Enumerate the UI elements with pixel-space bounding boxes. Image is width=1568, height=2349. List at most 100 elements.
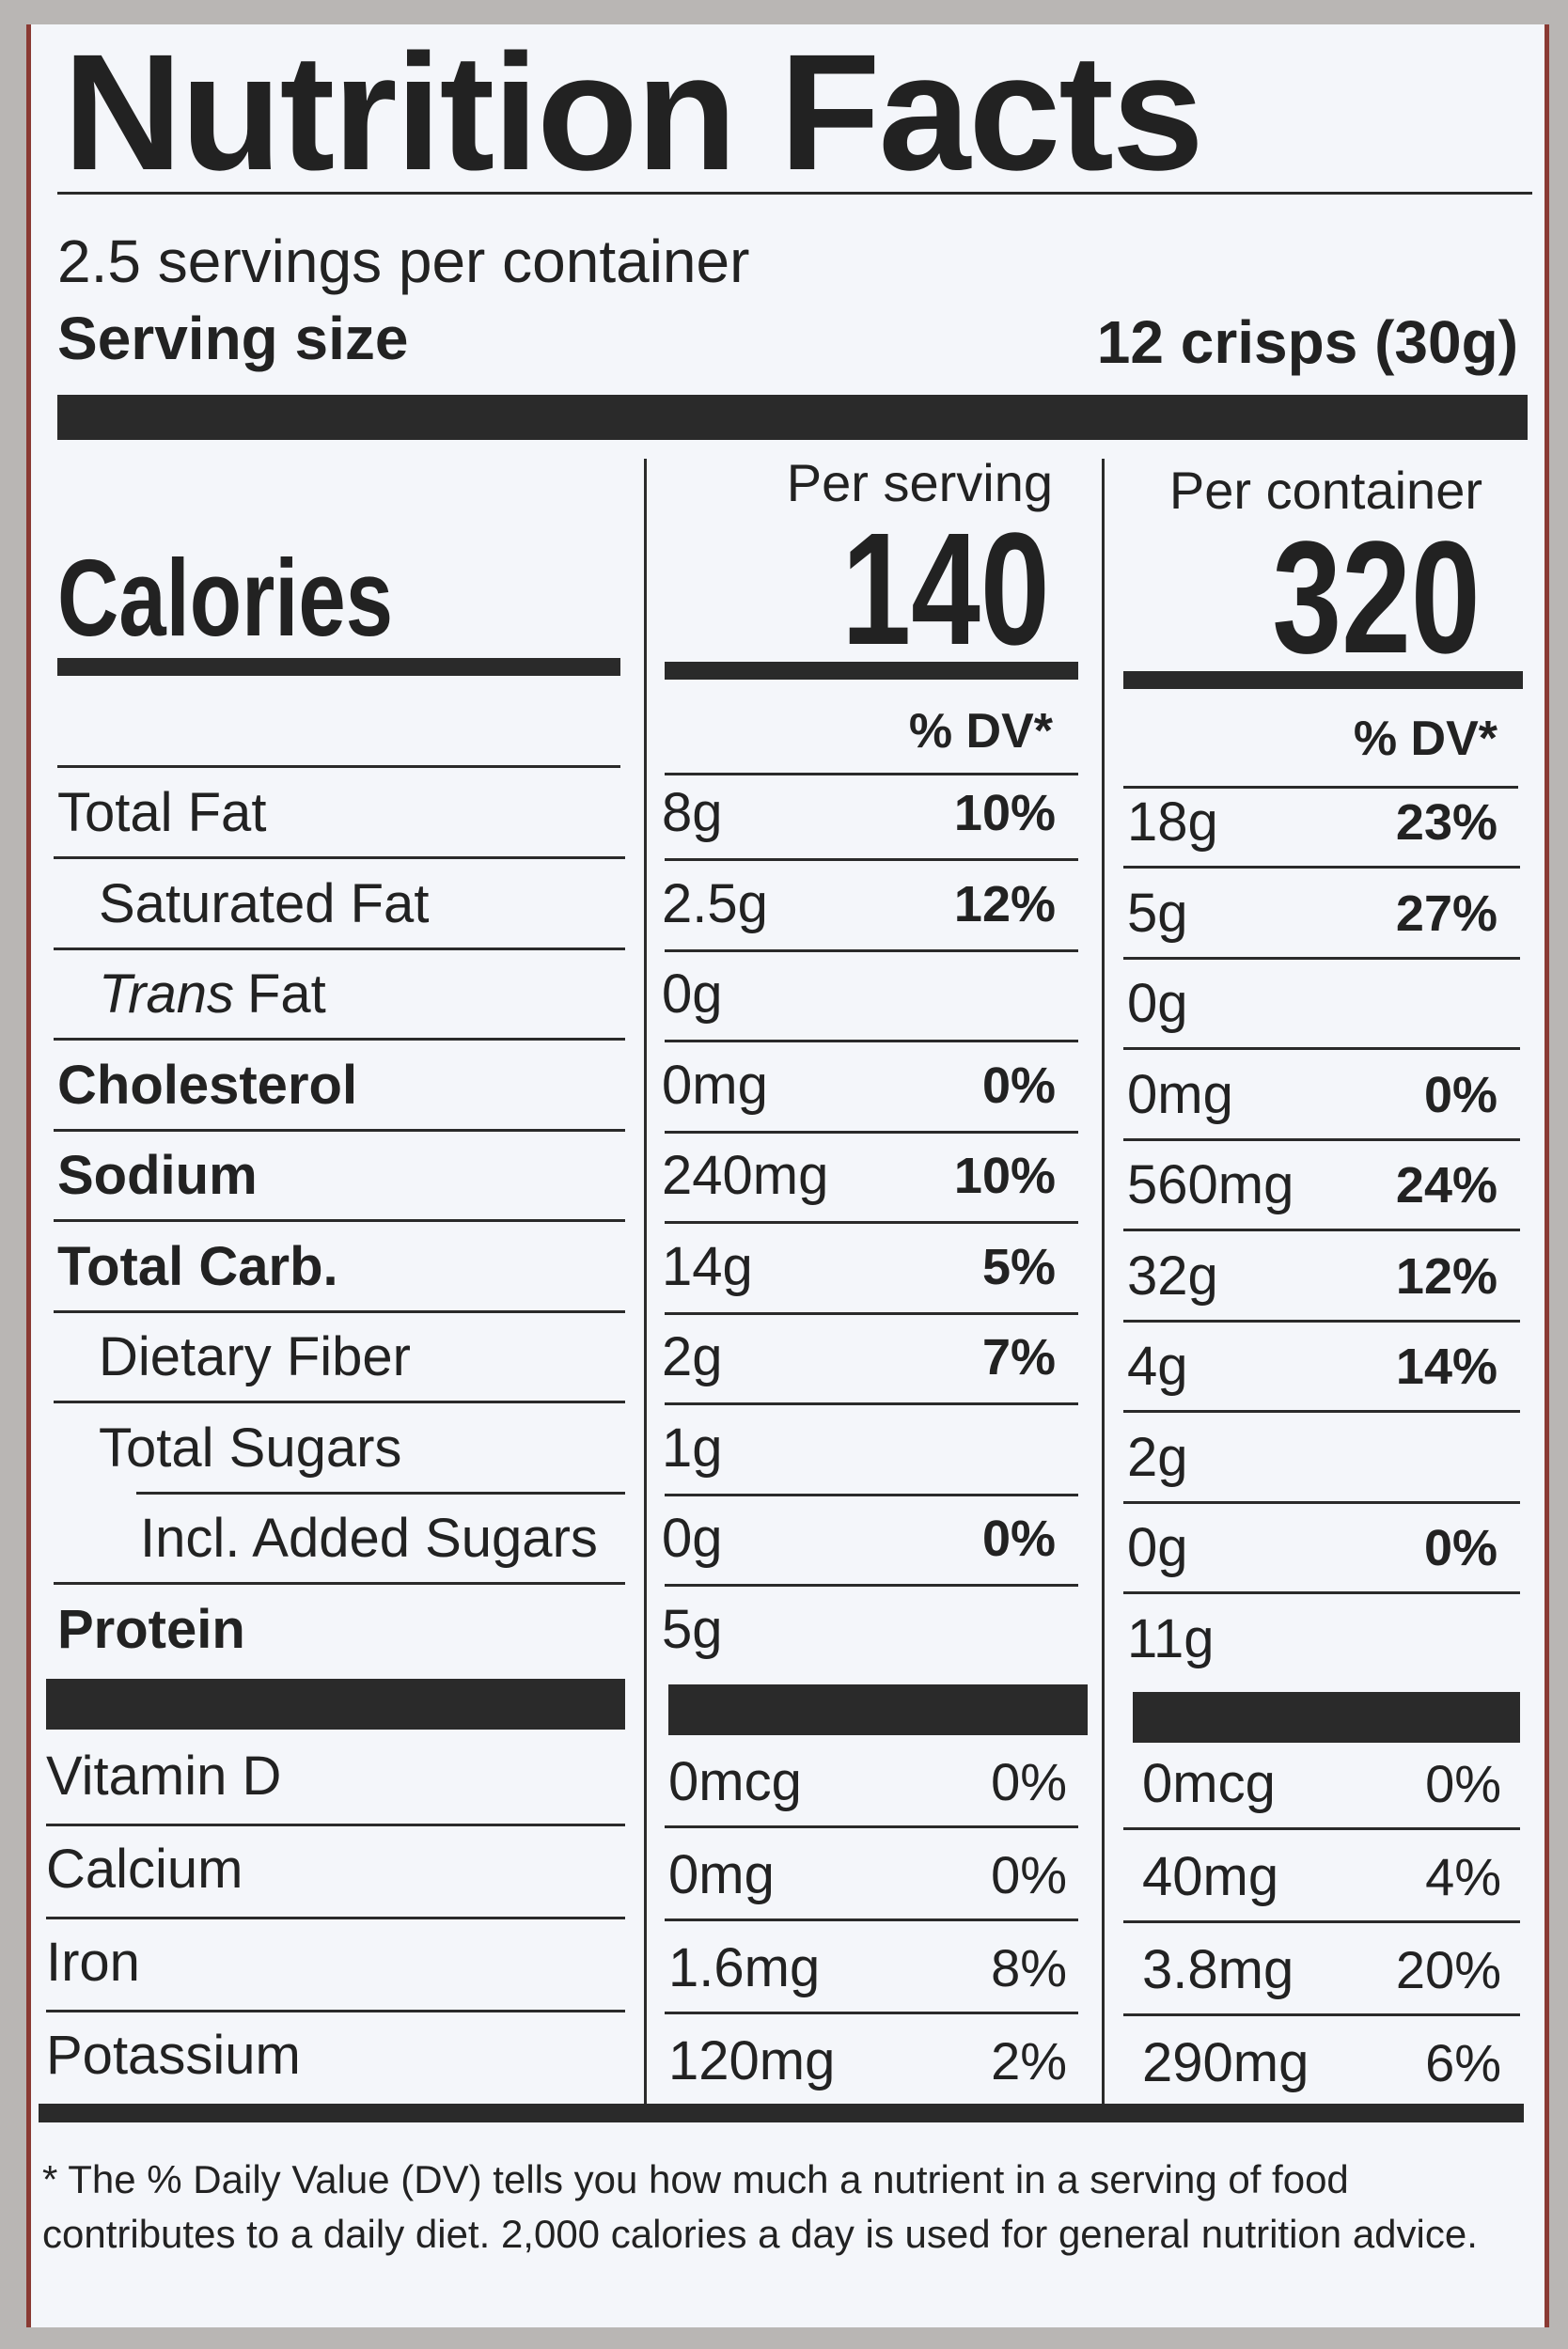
serving-amount: 2g bbox=[662, 1326, 723, 1387]
nutrient-label: Total Sugars bbox=[99, 1417, 402, 1479]
thick-bar bbox=[668, 1684, 1088, 1735]
serving-amount: 0g bbox=[662, 1508, 723, 1569]
thick-bar bbox=[57, 395, 1528, 440]
nutrient-label: Incl. Added Sugars bbox=[140, 1508, 598, 1569]
column-divider bbox=[1102, 459, 1105, 2106]
rule bbox=[665, 1221, 1078, 1224]
serving-amount: 8g bbox=[662, 782, 723, 843]
vitamin-label: Potassium bbox=[46, 2025, 301, 2086]
rule bbox=[54, 1401, 625, 1403]
serving-amount: 240mg bbox=[662, 1145, 829, 1206]
container-dv: 14% bbox=[1395, 1339, 1497, 1395]
rule bbox=[54, 1219, 625, 1222]
rule bbox=[57, 765, 620, 768]
container-dv: 4% bbox=[1425, 1847, 1501, 1906]
serving-size: 12 crisps (30g) bbox=[1096, 308, 1518, 376]
rule bbox=[665, 858, 1078, 861]
column-divider bbox=[644, 459, 647, 2106]
rule bbox=[665, 1825, 1078, 1828]
calories-label: Calories bbox=[57, 537, 394, 659]
serving-amount: 2.5g bbox=[662, 872, 768, 934]
nutrient-label-italic: Trans bbox=[99, 963, 234, 1025]
container-dv: 0% bbox=[1423, 1066, 1497, 1123]
rule bbox=[46, 2010, 625, 2012]
dv-header: % DV* bbox=[908, 704, 1053, 759]
rule bbox=[54, 1128, 625, 1132]
rule bbox=[1123, 1920, 1520, 1923]
serving-dv: 2% bbox=[991, 2031, 1067, 2091]
serving-dv: 5% bbox=[981, 1238, 1056, 1295]
nutrient-label: Total Fat bbox=[57, 782, 267, 843]
rule bbox=[665, 1130, 1078, 1134]
rule bbox=[1123, 1229, 1520, 1231]
rule bbox=[1123, 786, 1518, 789]
rule bbox=[46, 1917, 625, 1919]
container-amount: 4g bbox=[1127, 1336, 1188, 1397]
serving-dv: 7% bbox=[981, 1329, 1056, 1386]
serving-amount: 5g bbox=[662, 1598, 723, 1660]
serving-amount: 14g bbox=[662, 1235, 753, 1297]
serving-amount: 1g bbox=[662, 1417, 723, 1479]
container-amount: 0g bbox=[1127, 1517, 1188, 1578]
rule bbox=[665, 1918, 1078, 1921]
nutrient-label: Dietary Fiber bbox=[99, 1326, 411, 1387]
dv-header: % DV* bbox=[1353, 712, 1497, 766]
serving-amount: 120mg bbox=[668, 2030, 836, 2091]
container-amount: 32g bbox=[1127, 1245, 1218, 1307]
serving-dv: 0% bbox=[991, 1752, 1067, 1811]
container-amount: 18g bbox=[1127, 791, 1218, 853]
rule bbox=[1123, 1591, 1520, 1594]
container-dv: 0% bbox=[1425, 1754, 1501, 1813]
vitamin-label: Vitamin D bbox=[46, 1746, 282, 1807]
thick-bar bbox=[46, 1679, 625, 1730]
serving-amount: 1.6mg bbox=[668, 1937, 821, 1998]
vitamin-label: Iron bbox=[46, 1932, 140, 1993]
rule bbox=[665, 1493, 1078, 1496]
rule bbox=[1123, 2013, 1520, 2016]
nutrient-label: Fat bbox=[247, 963, 326, 1025]
container-amount: 560mg bbox=[1127, 1154, 1294, 1215]
serving-dv: 0% bbox=[991, 1845, 1067, 1904]
rule bbox=[54, 1038, 625, 1041]
per-container-label: Per container bbox=[1168, 461, 1482, 520]
serving-amount: 0g bbox=[662, 963, 723, 1025]
rule bbox=[665, 1402, 1078, 1405]
rule bbox=[1123, 1137, 1520, 1141]
container-amount: 5g bbox=[1127, 882, 1188, 944]
rule bbox=[1123, 1827, 1520, 1830]
container-dv: 27% bbox=[1395, 885, 1497, 942]
rule bbox=[665, 1584, 1078, 1587]
rule bbox=[54, 947, 625, 950]
container-dv: 0% bbox=[1423, 1520, 1497, 1576]
container-amount: 2g bbox=[1127, 1426, 1188, 1488]
rule bbox=[136, 1491, 625, 1495]
container-dv: 24% bbox=[1395, 1157, 1497, 1214]
serving-amount: 0mg bbox=[662, 1054, 768, 1116]
container-dv: 12% bbox=[1395, 1247, 1497, 1305]
thick-rule bbox=[665, 662, 1078, 680]
vitamin-label: Calcium bbox=[46, 1839, 243, 1900]
nutrient-label: Sodium bbox=[57, 1145, 258, 1206]
nutrient-label: Protein bbox=[57, 1598, 245, 1660]
rule bbox=[1123, 1410, 1520, 1413]
calories-per-serving: 140 bbox=[841, 500, 1050, 679]
rule bbox=[1123, 1319, 1520, 1323]
rule bbox=[665, 2012, 1078, 2014]
serving-dv: 8% bbox=[991, 1938, 1067, 1997]
container-amount: 290mg bbox=[1142, 2032, 1309, 2093]
rule bbox=[54, 856, 625, 859]
nutrient-label: Saturated Fat bbox=[99, 872, 430, 934]
container-amount: 0g bbox=[1127, 973, 1188, 1034]
container-amount: 0mg bbox=[1127, 1063, 1233, 1125]
servings-per-container: 2.5 servings per container bbox=[57, 227, 750, 295]
container-amount: 40mg bbox=[1142, 1846, 1279, 1907]
rule bbox=[1123, 866, 1520, 869]
serving-amount: 0mg bbox=[668, 1844, 775, 1905]
container-dv: 20% bbox=[1395, 1940, 1501, 1999]
rule bbox=[54, 1582, 625, 1585]
serving-dv: 12% bbox=[953, 875, 1056, 932]
serving-dv: 0% bbox=[981, 1057, 1056, 1114]
per-serving-label: Per serving bbox=[786, 453, 1053, 512]
serving-dv: 0% bbox=[981, 1511, 1056, 1567]
